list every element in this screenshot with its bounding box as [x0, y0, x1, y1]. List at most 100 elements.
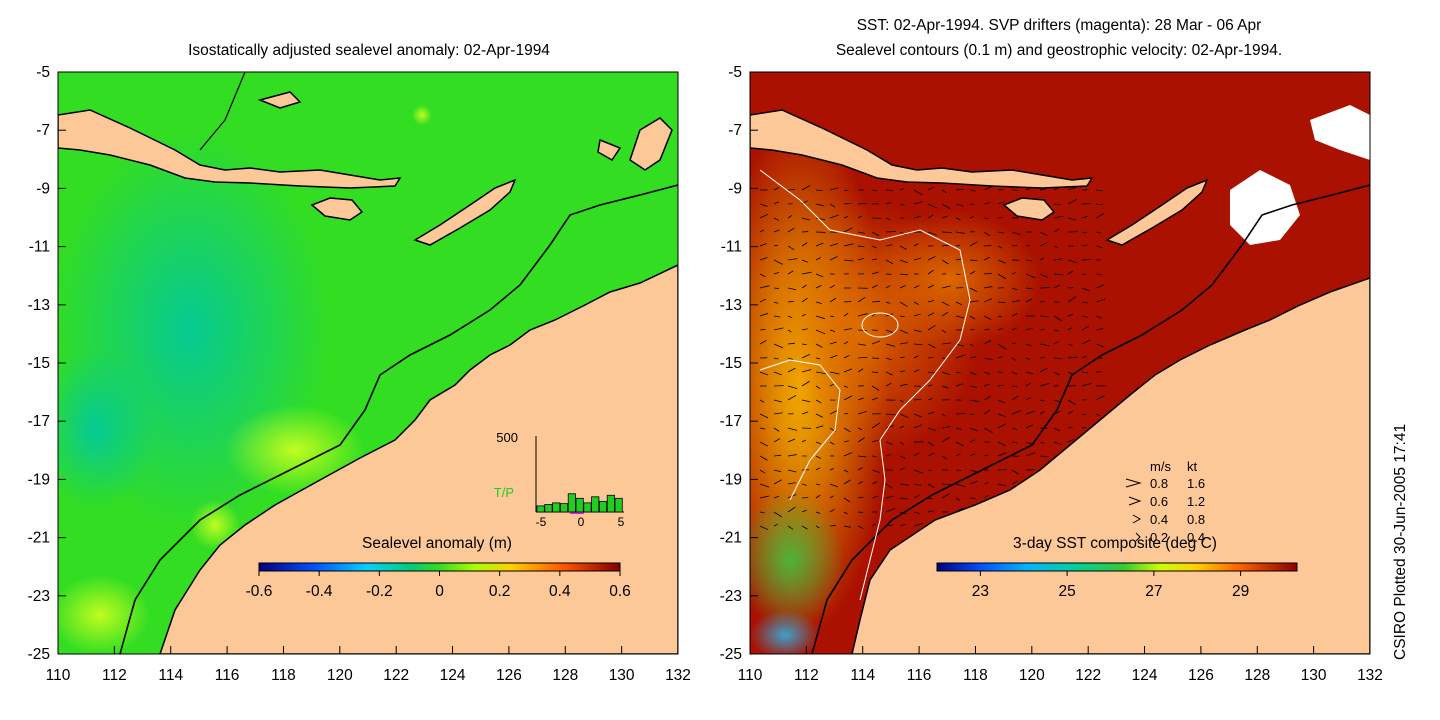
lon-tick-label: 128 [1244, 667, 1270, 684]
lat-tick-label: -9 [36, 180, 50, 197]
lat-tick-label: -25 [720, 646, 742, 663]
lon-tick-label: 124 [1132, 667, 1158, 684]
lat-tick-label: -21 [28, 530, 50, 547]
right-colorbar [936, 562, 1298, 572]
lon-tick-label: 116 [907, 667, 932, 684]
lat-tick-label: -17 [720, 413, 742, 430]
lat-tick-label: -7 [728, 122, 742, 139]
legend-ms-value: 0.4 [1150, 512, 1168, 527]
sealevel-contour [759, 169, 971, 601]
lon-tick-label: 110 [46, 667, 71, 684]
lon-tick-label: 124 [440, 667, 466, 684]
legend-kt-value: 0.4 [1187, 530, 1205, 545]
lon-tick-label: 120 [327, 667, 353, 684]
shelf-contour [811, 184, 1370, 654]
lat-tick-label: -11 [721, 239, 742, 256]
lon-tick-label: 116 [215, 667, 240, 684]
inset-bar [614, 497, 623, 513]
inset-bar [599, 500, 608, 513]
timor-island [1105, 178, 1209, 246]
lat-tick-label: -5 [728, 64, 742, 81]
lon-tick-label: 130 [609, 667, 635, 684]
colorbar-tick-label: 0.2 [489, 583, 511, 600]
inset-tick-label: -5 [536, 515, 547, 529]
drifter-inset: 500 T/P -5 0 5 [494, 430, 625, 529]
low-anomaly-region [58, 350, 155, 510]
colorbar-tick-label: 25 [1058, 583, 1075, 600]
colorbar-tick-label: 0 [435, 583, 444, 600]
lon-tick-label: 122 [1075, 667, 1101, 684]
timor-island [413, 178, 517, 246]
lon-tick-label: 114 [850, 667, 875, 684]
lon-tick-label: 126 [1188, 667, 1214, 684]
lon-tick-label: 130 [1301, 667, 1327, 684]
lat-tick-label: -15 [28, 355, 50, 372]
coast-contour [199, 72, 246, 151]
lat-tick-label: -15 [720, 355, 742, 372]
lon-tick-label: 120 [1019, 667, 1045, 684]
inset-bar [560, 503, 569, 513]
left-colorbar-label: Sealevel anomaly (m) [362, 535, 512, 552]
right-lat-axis: -5 -7 -9 -11 -13 -15 -17 -19 -21 -23 -25 [720, 64, 742, 663]
colorbar-tick-label: -0.4 [306, 583, 333, 600]
lat-tick-label: -9 [728, 180, 742, 197]
inset-bar [575, 497, 584, 513]
lat-tick-label: -23 [28, 588, 50, 605]
left-colorbar [258, 562, 621, 572]
velocity-legend: m/s kt 0.8 1.6 0.6 1.2 0.4 0.8 0.2 0.4 [1125, 459, 1205, 545]
lon-tick-label: 112 [102, 667, 127, 684]
inset-bar [567, 493, 576, 513]
cold-sst-region [750, 610, 820, 654]
legend-kt-value: 1.2 [1187, 494, 1205, 509]
high-anomaly-region [412, 105, 432, 125]
lat-tick-label: -25 [28, 646, 50, 663]
high-anomaly-region [58, 575, 150, 654]
lat-tick-label: -13 [720, 297, 742, 314]
australia-landmass [159, 264, 678, 654]
legend-arrow [1135, 532, 1141, 542]
lat-tick-label: -7 [36, 122, 50, 139]
java-lesser-sunda-islands [58, 109, 402, 189]
lat-tick-label: -5 [36, 64, 50, 81]
sealevel-contour [861, 312, 899, 338]
legend-arrow [1128, 496, 1142, 506]
lon-tick-label: 126 [496, 667, 522, 684]
colorbar-tick-label: 0.4 [549, 583, 571, 600]
sumba-island [1002, 197, 1056, 221]
lon-tick-label: 128 [552, 667, 578, 684]
lat-tick-label: -23 [720, 588, 742, 605]
left-lat-axis: -5 -7 -9 -11 -13 -15 -17 -19 -21 -23 -25 [28, 64, 50, 663]
lon-tick-label: 132 [1357, 667, 1383, 684]
lat-tick-label: -19 [28, 471, 50, 488]
inset-bar [606, 494, 615, 513]
lat-tick-label: -19 [720, 471, 742, 488]
java-lesser-sunda-islands [750, 109, 1094, 189]
lon-tick-label: 118 [963, 667, 988, 684]
northern-islands [257, 91, 673, 171]
legend-arrow [1125, 478, 1142, 488]
cloud-mask [1230, 105, 1370, 245]
sst-map [750, 72, 1370, 654]
lon-tick-label: 110 [738, 667, 763, 684]
lon-tick-label: 114 [158, 667, 183, 684]
high-anomaly-region [190, 500, 240, 550]
australia-landmass [851, 277, 1370, 654]
colorbar-tick-label: 23 [972, 583, 989, 600]
legend-ms-value: 0.8 [1150, 476, 1168, 491]
colorbar-tick-label: 27 [1145, 583, 1162, 600]
legend-header-kt: kt [1187, 459, 1198, 474]
right-colorbar-ticks: 23 25 27 29 [972, 571, 1249, 600]
left-lon-axis: 110 112 114 116 118 120 122 124 126 128 130 132 [46, 667, 691, 684]
inset-bar [591, 496, 600, 513]
right-map-title-line2: Sealevel contours (0.1 m) and geostrophi… [835, 42, 1283, 59]
legend-arrow [1132, 514, 1142, 524]
sumba-island [310, 197, 364, 221]
inset-ymax-label: 500 [496, 430, 518, 445]
lat-tick-label: -13 [28, 297, 50, 314]
geostrophic-velocity-vectors [759, 185, 1106, 531]
legend-kt-value: 1.6 [1187, 476, 1205, 491]
lat-tick-label: -11 [29, 239, 50, 256]
mid-sst-region [860, 210, 1040, 350]
colorbar-tick-label: -0.6 [246, 583, 273, 600]
lat-tick-label: -17 [28, 413, 50, 430]
